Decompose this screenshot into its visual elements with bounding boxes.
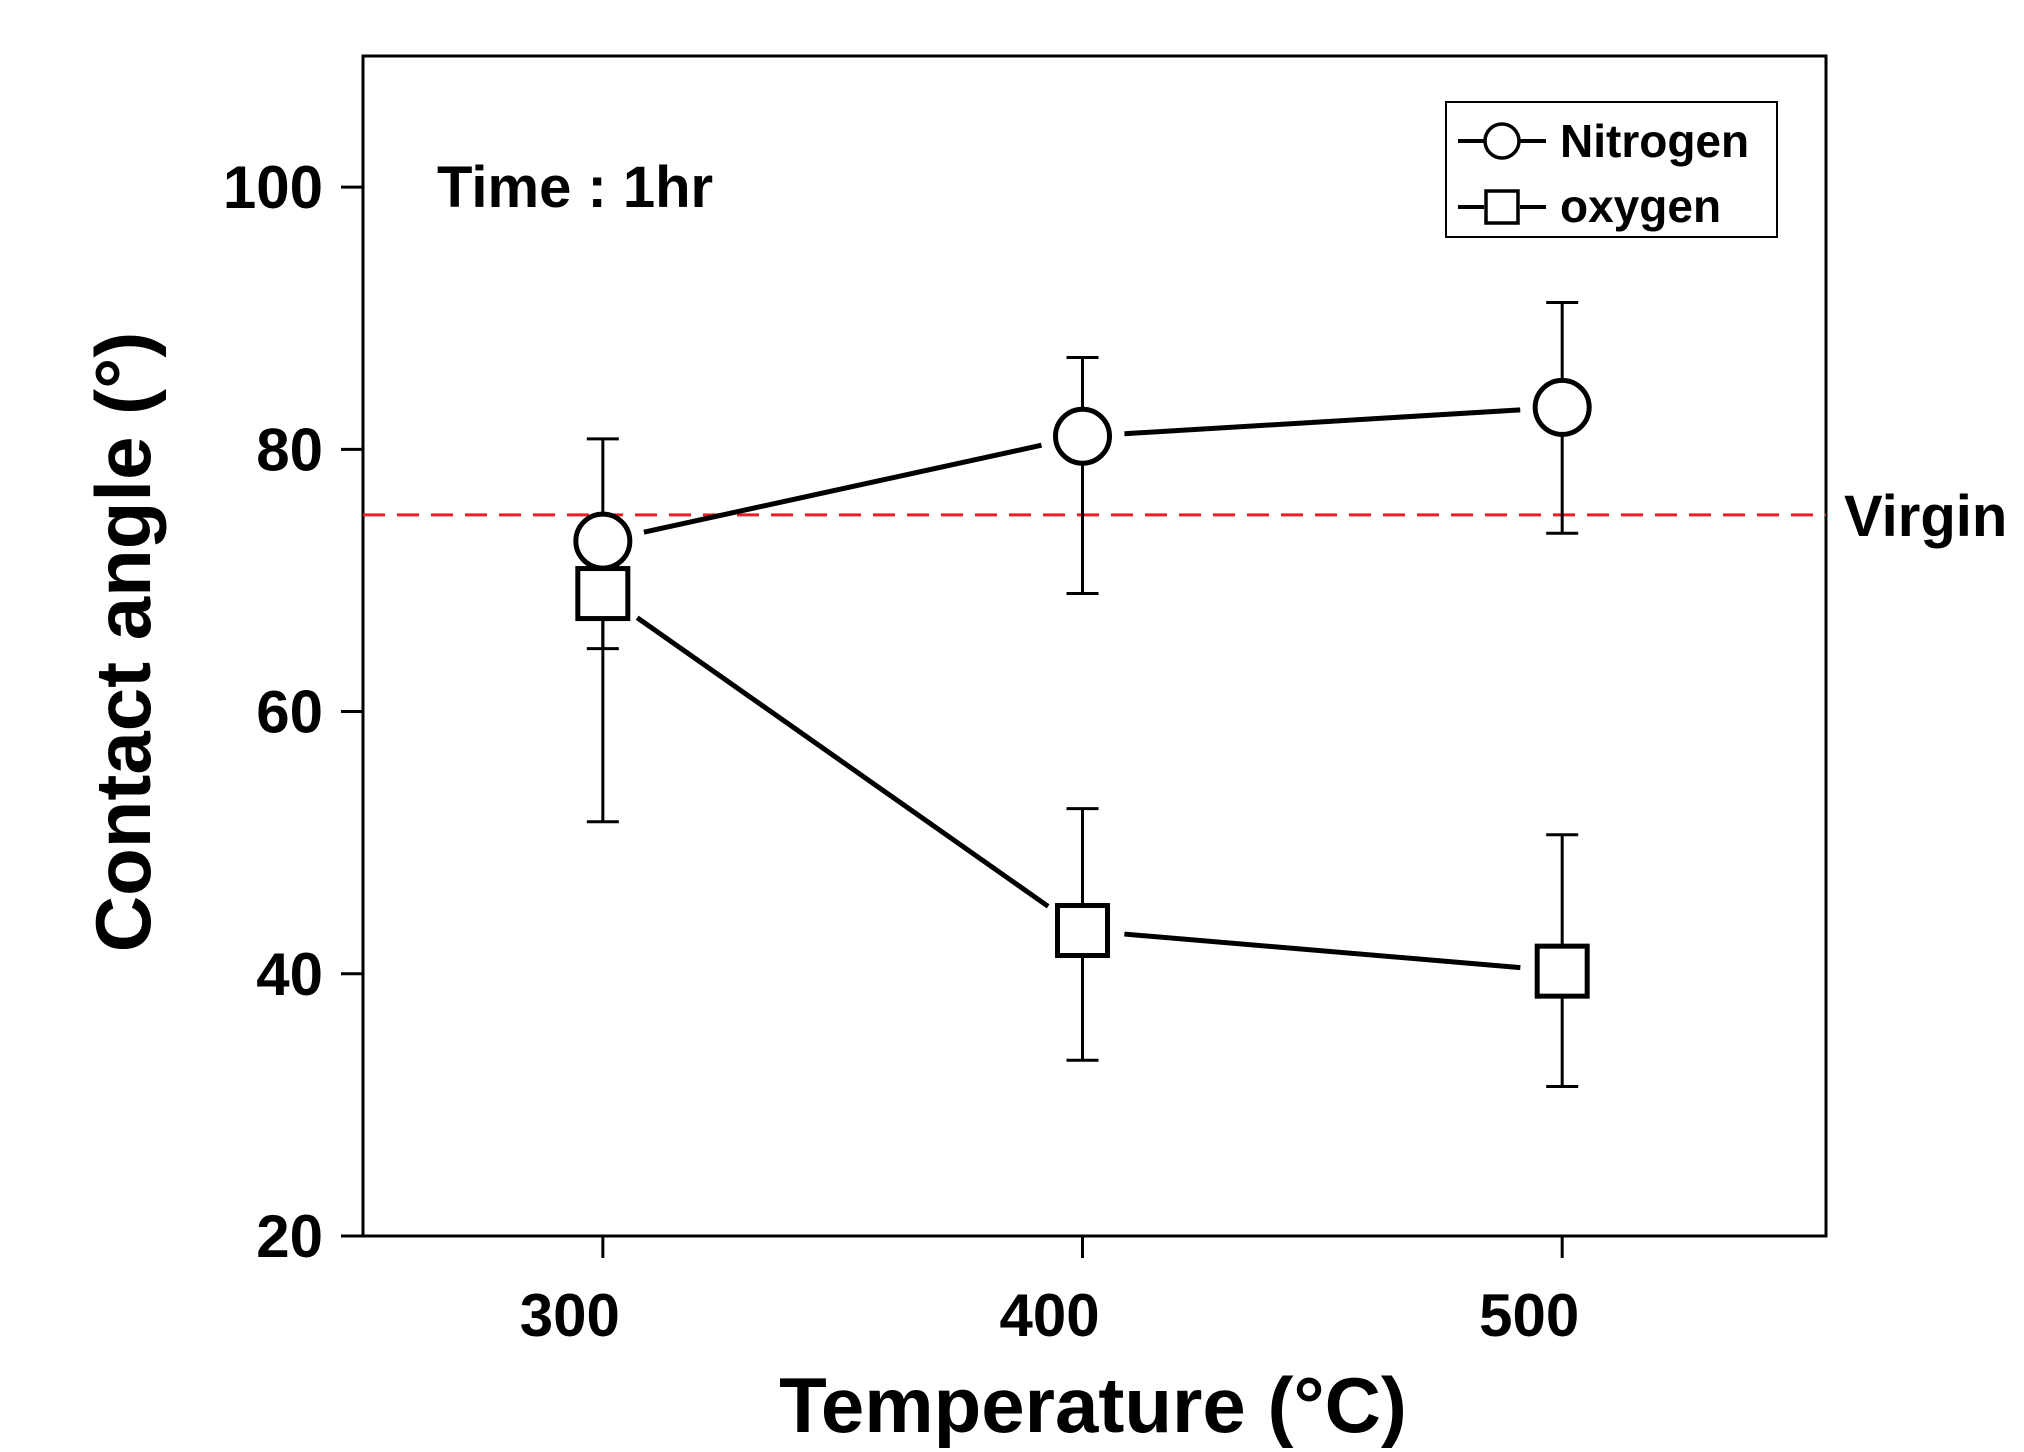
y-axis-title: Contact angle (°) xyxy=(79,332,167,953)
legend-entry-oxygen: oxygen xyxy=(1458,180,1721,232)
series-line-nitrogen-300-400 xyxy=(643,442,1043,535)
legend-label-nitrogen: Nitrogen xyxy=(1560,115,1749,167)
y-tick-label-60: 60 xyxy=(256,679,323,746)
series-group xyxy=(573,300,1592,1089)
point-nitrogen-300 xyxy=(573,511,633,571)
time-annotation: Time : 1hr xyxy=(437,155,713,220)
y-axis: 20 40 60 80 100 xyxy=(223,154,363,1270)
series-oxygen xyxy=(575,566,1590,1089)
series-line-oxygen-400-500 xyxy=(1124,931,1521,971)
x-axis: 300 400 500 xyxy=(520,1236,1579,1349)
point-oxygen-500 xyxy=(1534,943,1590,999)
legend-entry-nitrogen: Nitrogen xyxy=(1458,115,1749,167)
series-line-oxygen-300-400 xyxy=(635,615,1050,909)
series-line-nitrogen-400-500 xyxy=(1124,407,1521,437)
x-axis-title: Temperature (°C) xyxy=(779,1361,1407,1449)
legend: Nitrogen oxygen xyxy=(1445,101,1778,238)
point-oxygen-300 xyxy=(575,566,631,622)
x-tick-label-400: 400 xyxy=(999,1282,1099,1349)
point-oxygen-400 xyxy=(1055,903,1111,959)
legend-label-oxygen: oxygen xyxy=(1560,180,1721,232)
y-tick-label-20: 20 xyxy=(256,1203,323,1270)
point-nitrogen-500 xyxy=(1532,377,1592,437)
point-nitrogen-400 xyxy=(1053,406,1113,466)
legend-circle-icon xyxy=(1483,122,1521,160)
legend-square-icon xyxy=(1484,189,1520,225)
x-tick-label-500: 500 xyxy=(1479,1282,1579,1349)
y-tick-label-80: 80 xyxy=(256,416,323,483)
y-tick-label-100: 100 xyxy=(223,154,323,221)
x-tick-label-300: 300 xyxy=(520,1282,620,1349)
reference-label-virgin: Virgin xyxy=(1844,484,2007,549)
plot-area-frame xyxy=(361,54,1828,1238)
y-tick-label-40: 40 xyxy=(256,941,323,1008)
